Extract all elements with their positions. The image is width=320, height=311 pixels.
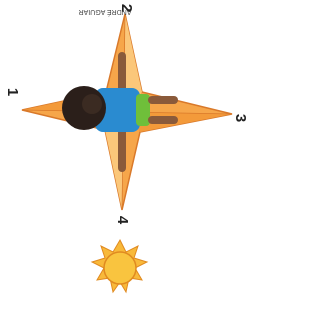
point-label: 2 — [118, 4, 135, 12]
illustration: ANDRÉ AGUIAR 1 2 3 4 — [0, 0, 250, 311]
page: ANDRÉ AGUIAR 1 2 3 4 (() => { const data… — [0, 0, 320, 311]
point-label: 4 — [114, 216, 131, 225]
point-label: 1 — [4, 88, 21, 96]
sun — [92, 240, 147, 292]
point-label: 3 — [232, 114, 249, 122]
